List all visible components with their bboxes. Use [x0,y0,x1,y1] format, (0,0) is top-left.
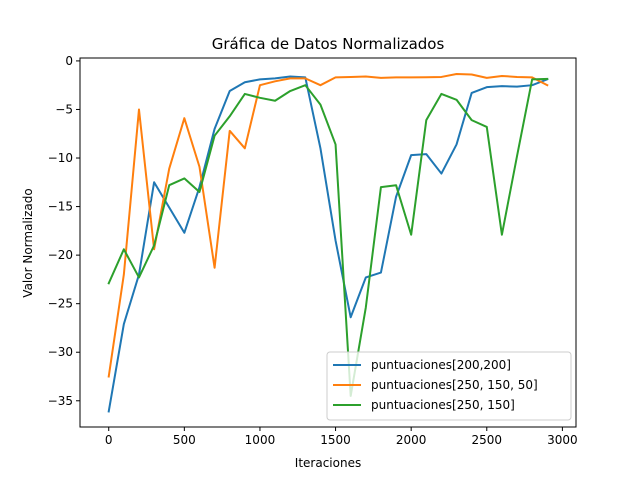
x-tick-label: 1500 [320,433,351,447]
y-axis-label: Valor Normalizado [21,188,35,297]
legend-label-2: puntuaciones[250, 150, 50] [371,378,538,392]
axes-frame [79,57,577,428]
x-tick-label: 500 [173,433,196,447]
legend: puntuaciones[200,200] puntuaciones[250, 1… [326,351,572,421]
y-tick-label: −25 [48,297,73,311]
plot-area: 0 500 1000 1500 2000 2500 3000 0 −5 −10 −15 −20 −25 −… [48,54,578,447]
y-tick-label: −15 [48,200,73,214]
x-axis-label: Iteraciones [295,456,361,470]
y-tick-label: 0 [65,54,73,68]
y-tick-label: −10 [48,151,73,165]
legend-box [326,351,572,421]
x-tick-label: 3000 [547,433,578,447]
x-tick-label: 2000 [396,433,427,447]
legend-label-1: puntuaciones[200,200] [371,358,511,372]
legend-label-3: puntuaciones[250, 150] [371,398,515,412]
y-tick-label: −35 [48,394,73,408]
y-tick-label: −30 [48,345,73,359]
x-tick-label: 2500 [472,433,503,447]
x-tick-label: 1000 [245,433,276,447]
series-line-2 [107,73,549,378]
x-tick-label: 0 [105,433,113,447]
chart-title: Gráfica de Datos Normalizados [212,35,445,53]
series-line-1 [107,75,549,413]
series-line-3 [107,77,549,397]
y-tick-label: −20 [48,248,73,262]
y-tick-label: −5 [55,102,73,116]
